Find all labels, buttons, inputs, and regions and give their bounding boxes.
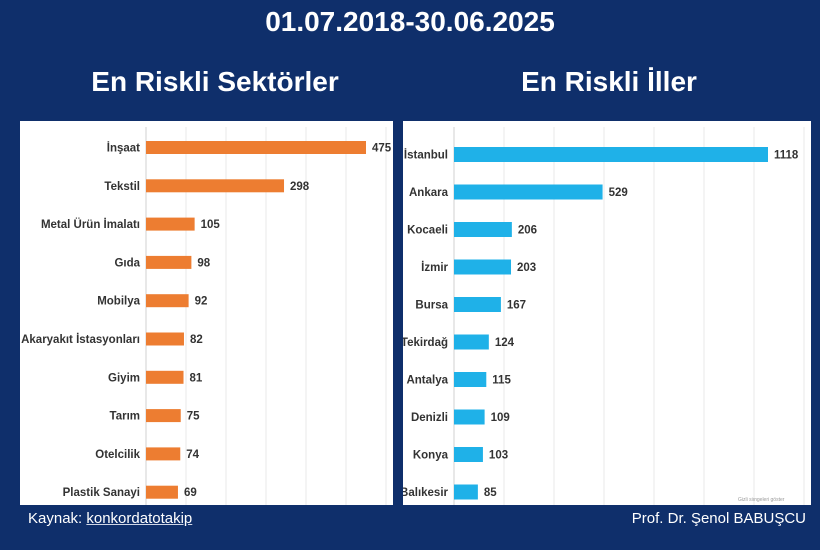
- provinces-chart-panel: Gizli simgeleri göster İstanbul 1118 Ankar…: [403, 121, 811, 505]
- category-label: Antalya: [406, 375, 448, 387]
- value-label: 203: [517, 262, 536, 274]
- bar: [146, 370, 184, 384]
- provinces-bar-chart: Gizli simgeleri göster İstanbul 1118 Ankar…: [403, 127, 805, 505]
- bar: [454, 409, 485, 425]
- bar: [454, 334, 489, 350]
- source-note: Kaynak: konkordatotakip: [28, 510, 192, 527]
- value-label: 105: [201, 219, 221, 231]
- category-label: İnşaat: [107, 142, 140, 155]
- provinces-chart-title: En Riskli İller: [521, 66, 697, 97]
- value-label: 81: [190, 372, 203, 384]
- bar: [146, 141, 366, 154]
- category-label: İzmir: [421, 261, 448, 274]
- category-label: Tekirdağ: [403, 337, 448, 349]
- value-label: 82: [190, 334, 203, 346]
- category-label: Plastik Sanayi: [63, 487, 140, 499]
- category-label: Giyim: [108, 372, 140, 384]
- value-label: 1118: [774, 150, 799, 162]
- category-label: İstanbul: [404, 149, 448, 162]
- bar: [146, 332, 184, 346]
- value-label: 124: [495, 337, 515, 349]
- category-label: Kocaeli: [407, 225, 448, 237]
- bar: [454, 184, 603, 200]
- value-label: 109: [491, 412, 510, 424]
- source-prefix: Kaynak:: [28, 510, 87, 527]
- category-label: Mobilya: [97, 296, 140, 308]
- category-label: Tarım: [110, 411, 140, 423]
- value-label: 85: [484, 487, 497, 499]
- category-label: Konya: [413, 450, 449, 462]
- value-label: 475: [372, 143, 392, 155]
- bar: [146, 485, 178, 499]
- category-label: Tekstil: [104, 181, 140, 193]
- bar: [146, 179, 285, 193]
- bar: [454, 222, 512, 237]
- bar: [146, 447, 181, 461]
- source-link[interactable]: konkordatotakip: [86, 510, 193, 527]
- watermark-text: Gizli simgeleri göster: [738, 497, 785, 503]
- sectors-bar-chart: İnşaat 475 Tekstil 298 Metal Ürün İmalatı 105…: [21, 127, 392, 505]
- value-label: 75: [187, 411, 200, 423]
- category-label: Ankara: [409, 187, 449, 199]
- category-label: Metal Ürün İmalatı: [41, 218, 140, 231]
- bar: [146, 255, 192, 269]
- category-label: Otelcilik: [95, 449, 140, 461]
- value-label: 298: [290, 181, 310, 193]
- sectors-chart-title: En Riskli Sektörler: [91, 66, 339, 97]
- value-label: 69: [184, 487, 197, 499]
- value-label: 74: [186, 449, 199, 461]
- author-credit: Prof. Dr. Şenol BABUŞCU: [631, 510, 806, 527]
- value-label: 167: [507, 300, 526, 312]
- bar: [454, 372, 487, 387]
- bar: [454, 484, 478, 500]
- bar: [454, 147, 768, 162]
- category-label: Gıda: [114, 257, 140, 269]
- bar: [454, 259, 512, 275]
- category-label: Bursa: [415, 300, 448, 312]
- value-label: 92: [195, 296, 208, 308]
- date-range-title: 01.07.2018-30.06.2025: [265, 6, 555, 37]
- category-label: Akaryakıt İstasyonları: [21, 333, 140, 346]
- bar: [146, 409, 181, 423]
- sectors-chart-panel: İnşaat 475 Tekstil 298 Metal Ürün İmalatı 105…: [20, 121, 393, 505]
- value-label: 98: [197, 257, 210, 269]
- value-label: 103: [489, 450, 508, 462]
- value-label: 529: [609, 187, 628, 199]
- bar: [454, 297, 501, 312]
- category-label: Balıkesir: [403, 487, 449, 499]
- category-label: Denizli: [411, 412, 448, 424]
- bar: [146, 217, 195, 231]
- bar: [146, 294, 189, 308]
- value-label: 206: [518, 225, 537, 237]
- bar: [454, 447, 483, 462]
- value-label: 115: [492, 375, 511, 387]
